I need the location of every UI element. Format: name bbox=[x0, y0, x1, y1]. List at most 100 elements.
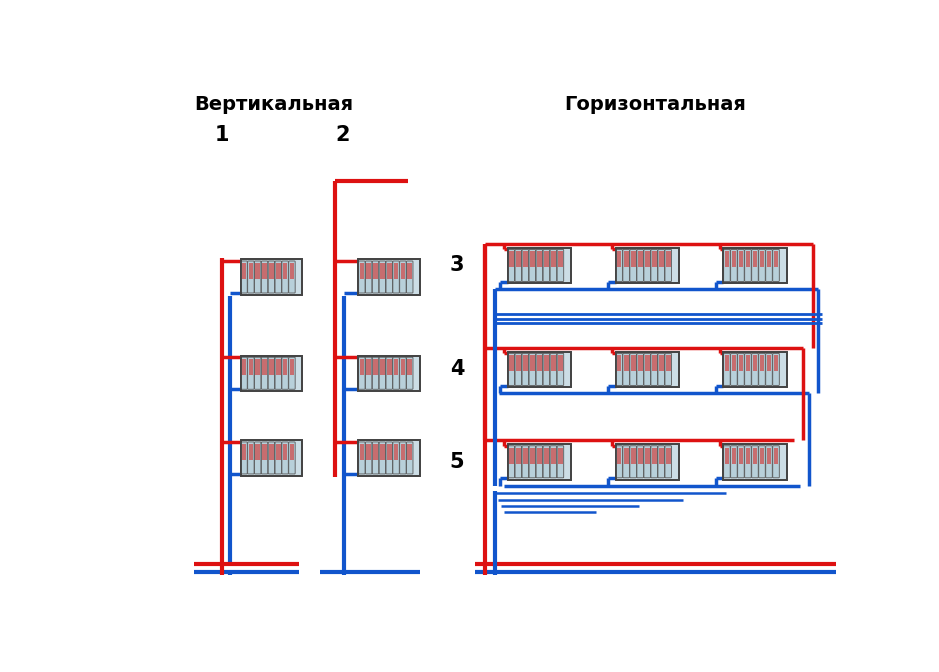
Bar bbox=[283, 359, 287, 375]
FancyBboxPatch shape bbox=[738, 353, 745, 386]
Bar bbox=[617, 251, 622, 267]
Text: 3: 3 bbox=[450, 255, 464, 276]
FancyBboxPatch shape bbox=[379, 261, 386, 293]
FancyBboxPatch shape bbox=[759, 446, 765, 478]
Text: Вертикальная: Вертикальная bbox=[194, 95, 353, 114]
Bar bbox=[631, 448, 636, 464]
Bar bbox=[393, 263, 398, 279]
Bar bbox=[387, 444, 392, 460]
Bar bbox=[723, 248, 787, 283]
Bar bbox=[659, 355, 664, 371]
Bar bbox=[408, 263, 412, 279]
FancyBboxPatch shape bbox=[745, 353, 751, 386]
FancyBboxPatch shape bbox=[522, 353, 529, 386]
Bar bbox=[360, 359, 364, 375]
Bar bbox=[508, 351, 571, 387]
FancyBboxPatch shape bbox=[508, 249, 515, 282]
Bar bbox=[240, 440, 302, 476]
FancyBboxPatch shape bbox=[623, 446, 629, 478]
Bar bbox=[645, 251, 650, 267]
Bar bbox=[262, 263, 267, 279]
Bar bbox=[746, 355, 750, 371]
Bar bbox=[544, 448, 548, 464]
Bar bbox=[373, 444, 377, 460]
Bar bbox=[366, 359, 371, 375]
FancyBboxPatch shape bbox=[386, 261, 393, 293]
Bar bbox=[638, 251, 642, 267]
FancyBboxPatch shape bbox=[637, 249, 643, 282]
FancyBboxPatch shape bbox=[724, 249, 731, 282]
Bar bbox=[623, 448, 628, 464]
Bar bbox=[739, 448, 744, 464]
Bar bbox=[366, 263, 371, 279]
Bar bbox=[508, 248, 571, 283]
Bar bbox=[652, 251, 656, 267]
Bar bbox=[387, 359, 392, 375]
Bar bbox=[530, 251, 534, 267]
Bar bbox=[530, 355, 534, 371]
Bar bbox=[746, 448, 750, 464]
FancyBboxPatch shape bbox=[275, 442, 282, 474]
Bar bbox=[359, 259, 420, 295]
Bar bbox=[530, 448, 534, 464]
Bar bbox=[760, 251, 764, 267]
Bar bbox=[752, 448, 758, 464]
Bar bbox=[359, 355, 420, 391]
Bar bbox=[360, 444, 364, 460]
FancyBboxPatch shape bbox=[359, 358, 365, 389]
FancyBboxPatch shape bbox=[630, 446, 637, 478]
Bar bbox=[262, 359, 267, 375]
FancyBboxPatch shape bbox=[630, 353, 637, 386]
Bar bbox=[774, 251, 778, 267]
FancyBboxPatch shape bbox=[282, 261, 288, 293]
FancyBboxPatch shape bbox=[616, 446, 623, 478]
FancyBboxPatch shape bbox=[516, 446, 521, 478]
Bar bbox=[509, 448, 514, 464]
Bar bbox=[509, 355, 514, 371]
Bar bbox=[262, 444, 267, 460]
FancyBboxPatch shape bbox=[373, 261, 378, 293]
Bar bbox=[617, 355, 622, 371]
FancyBboxPatch shape bbox=[550, 249, 557, 282]
Bar bbox=[616, 444, 679, 480]
Bar bbox=[240, 259, 302, 295]
FancyBboxPatch shape bbox=[724, 353, 731, 386]
Bar bbox=[544, 251, 548, 267]
FancyBboxPatch shape bbox=[393, 358, 399, 389]
Bar bbox=[387, 263, 392, 279]
FancyBboxPatch shape bbox=[269, 358, 274, 389]
Bar bbox=[752, 251, 758, 267]
Bar bbox=[241, 263, 246, 279]
FancyBboxPatch shape bbox=[359, 442, 365, 474]
FancyBboxPatch shape bbox=[269, 442, 274, 474]
FancyBboxPatch shape bbox=[752, 446, 759, 478]
Bar bbox=[725, 448, 730, 464]
FancyBboxPatch shape bbox=[765, 353, 772, 386]
Bar bbox=[240, 355, 302, 391]
Bar bbox=[652, 448, 656, 464]
Bar bbox=[289, 263, 294, 279]
Bar bbox=[516, 251, 521, 267]
Bar bbox=[723, 444, 787, 480]
FancyBboxPatch shape bbox=[508, 446, 515, 478]
FancyBboxPatch shape bbox=[516, 249, 521, 282]
FancyBboxPatch shape bbox=[386, 442, 393, 474]
FancyBboxPatch shape bbox=[248, 358, 254, 389]
FancyBboxPatch shape bbox=[359, 261, 365, 293]
Bar bbox=[380, 263, 385, 279]
FancyBboxPatch shape bbox=[261, 358, 268, 389]
Bar bbox=[408, 444, 412, 460]
Bar bbox=[616, 248, 679, 283]
Bar bbox=[731, 355, 736, 371]
Bar bbox=[508, 444, 571, 480]
FancyBboxPatch shape bbox=[731, 249, 737, 282]
FancyBboxPatch shape bbox=[637, 446, 643, 478]
Bar bbox=[359, 355, 420, 391]
Bar bbox=[558, 448, 562, 464]
Bar bbox=[645, 355, 650, 371]
FancyBboxPatch shape bbox=[508, 353, 515, 386]
FancyBboxPatch shape bbox=[529, 249, 535, 282]
FancyBboxPatch shape bbox=[773, 353, 779, 386]
FancyBboxPatch shape bbox=[745, 446, 751, 478]
Bar bbox=[659, 251, 664, 267]
